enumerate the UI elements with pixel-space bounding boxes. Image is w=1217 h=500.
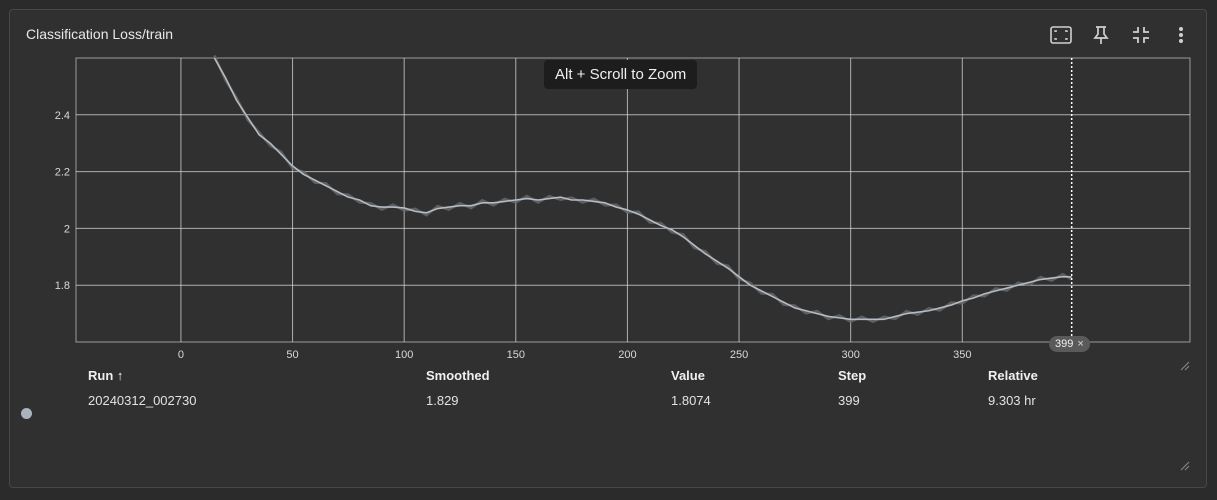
chart-resize-grip[interactable]	[1180, 361, 1190, 371]
line-chart[interactable]: 0 50 100 150 200 250 300 350 1.8 2 2.2 2.4	[0, 0, 1217, 370]
y-tick-label: 1.8	[55, 280, 70, 292]
y-tick-label: 2.4	[55, 110, 70, 122]
column-header-step[interactable]: Step	[838, 368, 867, 383]
y-tick-label: 2	[64, 223, 70, 235]
table-resize-grip[interactable]	[1180, 461, 1190, 471]
cell-value: 1.8074	[671, 393, 711, 408]
collapse-icon	[1133, 27, 1149, 43]
raw-series-layer	[213, 54, 1073, 324]
smoothed-series-line	[213, 57, 1072, 321]
column-header-smoothed[interactable]: Smoothed	[426, 368, 490, 383]
column-header-relative[interactable]: Relative	[988, 368, 1038, 383]
collapse-button[interactable]	[1128, 24, 1154, 46]
more-options-button[interactable]	[1168, 24, 1194, 46]
fit-domain-button[interactable]	[1048, 24, 1074, 46]
step-chip-close-icon[interactable]: ×	[1077, 338, 1084, 350]
y-tick-label: 2.2	[55, 167, 70, 179]
cell-step: 399	[838, 393, 860, 408]
smoothed-series-layer	[213, 57, 1072, 321]
cell-relative: 9.303 hr	[988, 393, 1036, 408]
x-tick-label: 50	[286, 349, 298, 361]
raw-series-line	[213, 54, 1073, 324]
x-tick-label: 250	[730, 349, 748, 361]
x-tick-label: 0	[178, 349, 184, 361]
column-header-run[interactable]: Run ↑	[88, 368, 124, 383]
pin-button[interactable]	[1088, 24, 1114, 46]
fit-domain-icon	[1050, 26, 1072, 44]
pin-icon	[1093, 26, 1109, 44]
step-chip-value: 399	[1055, 338, 1074, 350]
x-tick-label: 100	[395, 349, 413, 361]
x-tick-label: 150	[507, 349, 525, 361]
x-tick-label: 200	[618, 349, 636, 361]
grid-layer	[75, 57, 1191, 343]
cell-smoothed: 1.829	[426, 393, 459, 408]
card-title: Classification Loss/train	[26, 26, 174, 42]
run-color-dot	[21, 408, 32, 419]
zoom-hint-tooltip: Alt + Scroll to Zoom	[544, 60, 698, 89]
card-toolbar	[1048, 24, 1194, 46]
cell-run: 20240312_002730	[88, 393, 197, 408]
plot-frame	[75, 57, 1191, 343]
step-chip[interactable]: 399 ×	[1049, 336, 1090, 352]
column-header-value[interactable]: Value	[671, 368, 705, 383]
more-vert-icon	[1179, 27, 1183, 43]
x-tick-label: 350	[953, 349, 971, 361]
tick-labels: 0 50 100 150 200 250 300 350 1.8 2 2.2 2.4	[55, 110, 972, 361]
x-tick-label: 300	[841, 349, 859, 361]
